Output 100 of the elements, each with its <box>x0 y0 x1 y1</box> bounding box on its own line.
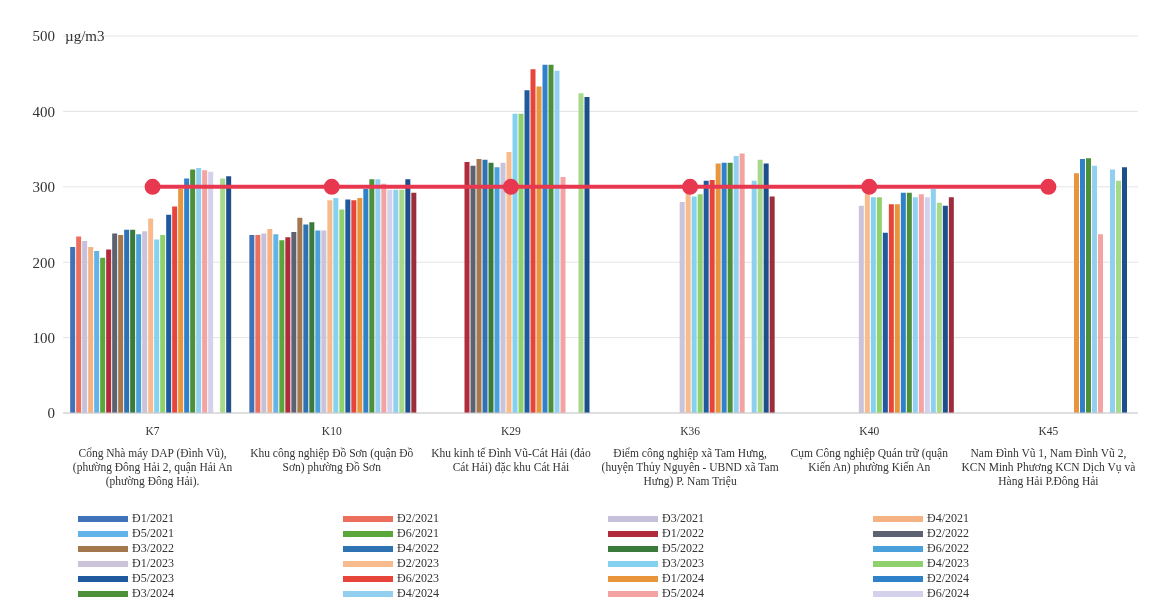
y-tick-label: 100 <box>32 329 55 346</box>
legend-label: Đ3/2023 <box>662 556 704 571</box>
bar <box>685 192 691 413</box>
legend-label: Đ6/2022 <box>927 541 969 556</box>
bar <box>261 233 267 413</box>
bar <box>303 224 309 413</box>
bar <box>363 189 369 413</box>
bar <box>679 201 685 413</box>
bar <box>733 155 739 413</box>
y-tick-label: 500 <box>32 28 55 45</box>
bar <box>226 176 232 413</box>
bar <box>291 232 297 413</box>
bar <box>393 189 399 413</box>
bar <box>1092 165 1097 413</box>
legend-label: Đ5/2022 <box>662 541 704 556</box>
bar <box>196 167 202 413</box>
bar <box>727 162 733 413</box>
legend-label: Đ4/2024 <box>397 586 439 601</box>
bar <box>136 234 142 413</box>
bar <box>500 162 506 413</box>
bar <box>578 93 584 413</box>
bar <box>697 194 703 413</box>
bar <box>512 113 518 413</box>
bar <box>894 204 900 413</box>
bar <box>387 189 393 413</box>
legend-label: Đ6/2021 <box>397 526 439 541</box>
bar <box>375 179 381 413</box>
y-tick-label: 200 <box>32 254 55 271</box>
bar <box>345 199 351 413</box>
legend-label: Đ3/2022 <box>132 541 174 556</box>
bar <box>249 235 255 413</box>
bar <box>876 197 882 413</box>
bar <box>172 206 178 413</box>
bar <box>142 231 148 413</box>
legend-label: Đ3/2021 <box>662 511 704 526</box>
legend-label: Đ1/2021 <box>132 511 174 526</box>
bar <box>279 240 285 413</box>
bar <box>70 247 76 413</box>
bar <box>709 180 715 413</box>
bar <box>220 178 226 413</box>
bar <box>130 229 136 413</box>
bar <box>715 163 721 413</box>
bar <box>1086 158 1091 413</box>
bar <box>357 198 363 413</box>
bar <box>930 189 936 413</box>
bar <box>166 214 172 413</box>
bar <box>554 70 560 413</box>
bar <box>94 250 100 413</box>
bar <box>739 153 745 413</box>
bar <box>405 179 411 413</box>
bar <box>882 232 888 413</box>
bar <box>858 205 864 413</box>
legend-label: Đ5/2024 <box>662 586 704 601</box>
bar <box>703 180 709 413</box>
legend-label: Đ3/2024 <box>132 586 174 601</box>
bar <box>1080 158 1085 413</box>
bar <box>178 189 184 413</box>
legend-label: Đ5/2021 <box>132 526 174 541</box>
bar <box>297 217 303 413</box>
bar <box>309 222 315 413</box>
legend-label: Đ1/2024 <box>662 571 704 586</box>
bar <box>148 218 154 413</box>
legend-label: Đ2/2021 <box>397 511 439 526</box>
bar <box>924 197 930 413</box>
bar <box>518 113 524 413</box>
bar <box>100 257 106 413</box>
bar <box>506 152 512 413</box>
x-tick-label: K7 Cổng Nhà máy DAP (Đình Vũ), (phường Đông Hải 2, quận Hải An (phường Đông Hải). <box>72 425 233 488</box>
legend-label: Đ6/2024 <box>927 586 969 601</box>
bar <box>154 239 160 413</box>
bar <box>584 97 590 413</box>
legend-label: Đ2/2024 <box>927 571 969 586</box>
bar <box>267 229 273 413</box>
bar <box>1098 234 1103 413</box>
bar <box>757 159 763 413</box>
bar <box>321 230 327 413</box>
bar <box>88 247 94 413</box>
legend-label: Đ5/2023 <box>132 571 174 586</box>
legend-label: Đ1/2023 <box>132 556 174 571</box>
bar <box>870 197 876 413</box>
bar <box>118 235 124 413</box>
bar <box>912 197 918 413</box>
bar <box>864 194 870 413</box>
x-tick-label: K29 Khu kinh tế Đình Vũ-Cát Hải (đảo Cát Hải) đặc khu Cát Hải <box>431 425 591 474</box>
bar <box>76 236 82 413</box>
bar <box>327 200 333 413</box>
x-tick-label: K45 Nam Đình Vũ 1, Nam Đình Vũ 2, KCN Minh Phương KCN Dịch Vụ và Hàng Hải P.Đông Hải <box>961 425 1136 488</box>
bar <box>285 237 291 413</box>
bar <box>763 163 769 413</box>
legend-label: Đ4/2023 <box>927 556 969 571</box>
bar <box>1074 173 1079 413</box>
bar <box>906 192 912 413</box>
bar <box>488 162 494 413</box>
bar <box>1116 180 1121 413</box>
bar <box>399 189 405 413</box>
bar <box>476 158 482 413</box>
y-tick-label: 0 <box>47 405 55 422</box>
legend-label: Đ1/2022 <box>662 526 704 541</box>
legend-label: Đ2/2022 <box>927 526 969 541</box>
bar <box>112 233 118 413</box>
